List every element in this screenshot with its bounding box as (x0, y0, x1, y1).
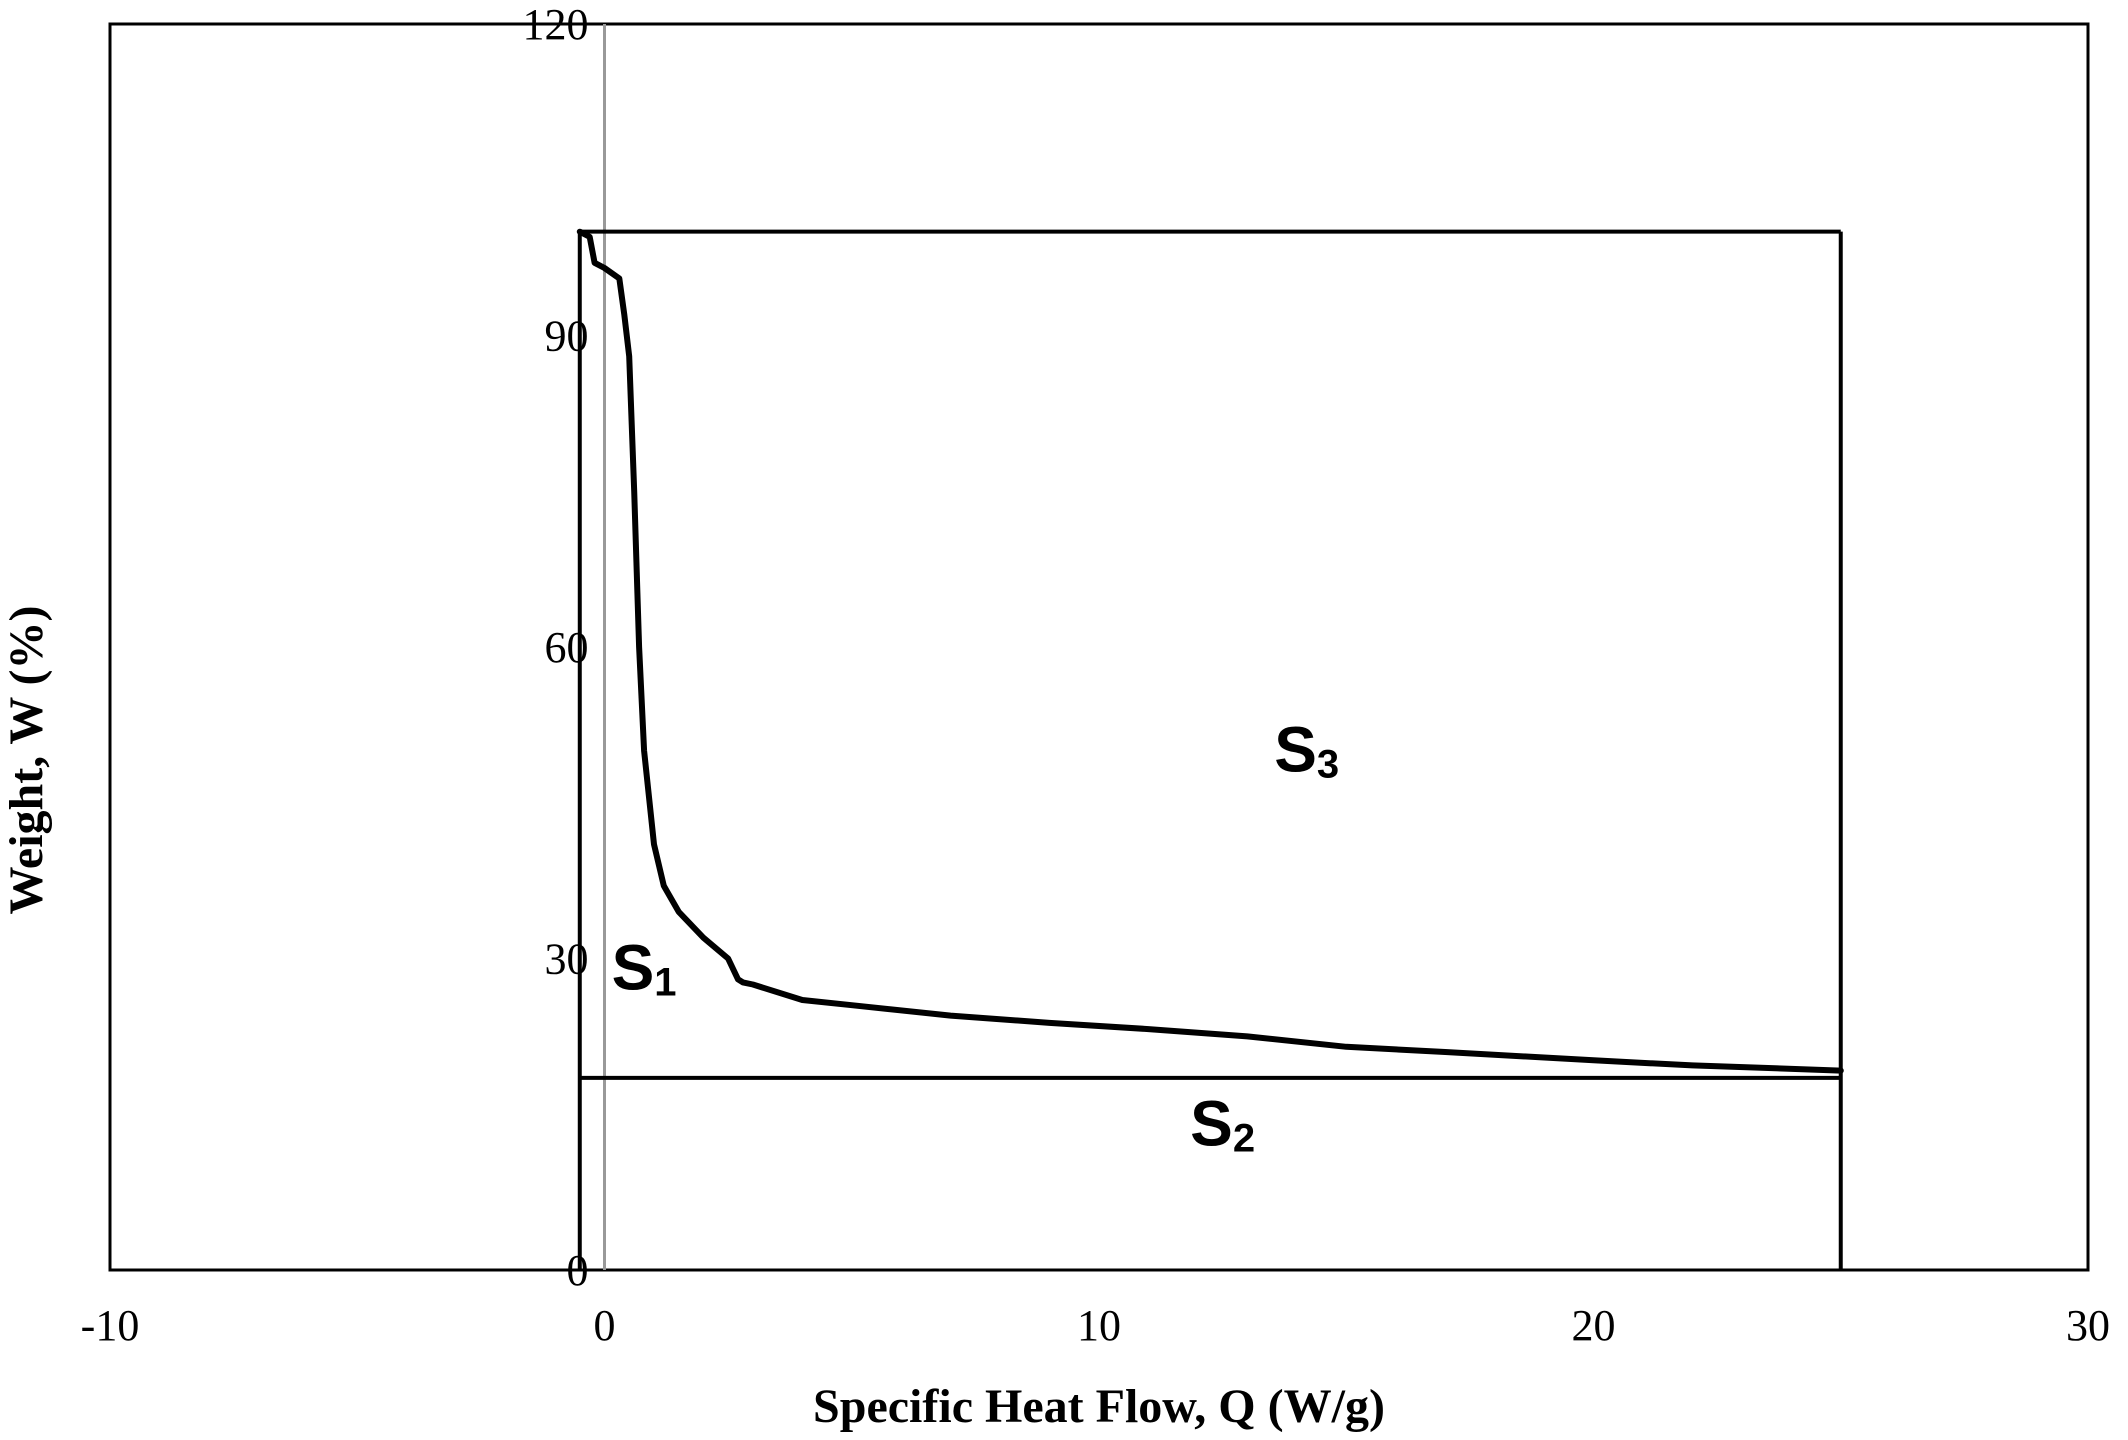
x-tick-label: 10 (1077, 1301, 1121, 1350)
y-tick-label: 90 (545, 312, 589, 361)
y-tick-label: 30 (545, 935, 589, 984)
region-label: S2 (1190, 1087, 1255, 1160)
y-tick-label: 60 (545, 623, 589, 672)
x-tick-labels: -10 0 10 20 30 (81, 1301, 2110, 1350)
y-axis-title: Weight, W (%) (0, 606, 53, 915)
y-tick-label: 120 (523, 0, 589, 49)
x-axis-title: Specific Heat Flow, Q (W/g) (813, 1380, 1385, 1433)
x-tick-label: 30 (2066, 1301, 2110, 1350)
x-tick-label: 20 (1572, 1301, 1616, 1350)
y-tick-label: 0 (567, 1246, 589, 1295)
weight-curve (576, 228, 1844, 1074)
region-labels: S1 S2 S3 (612, 714, 1340, 1161)
region-label: S1 (612, 932, 677, 1005)
plot-frame (108, 22, 2090, 1272)
x-tick-label: -10 (81, 1301, 140, 1350)
x-tick-label: 0 (594, 1301, 616, 1350)
y-tick-labels: 0 30 60 90 120 (523, 0, 589, 1295)
region-label: S3 (1274, 714, 1339, 787)
